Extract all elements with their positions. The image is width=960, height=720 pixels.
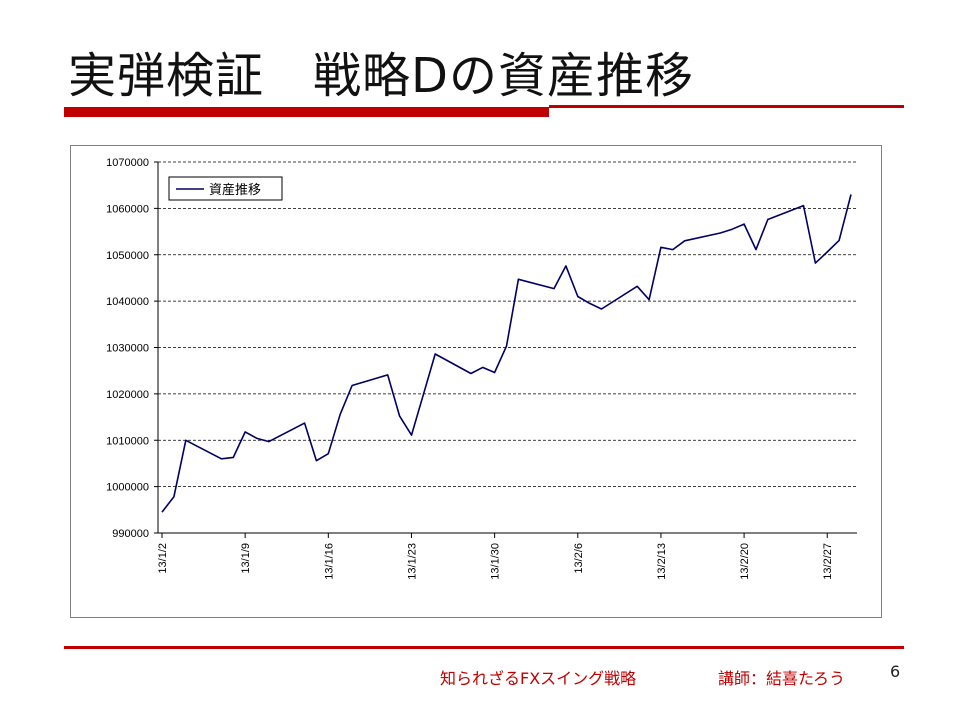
footer-course-title: 知られざるFXスイング戦略 <box>440 669 637 688</box>
asset-line-chart: 990000 1000000 1010000 1020000 1030000 104000… <box>106 157 857 580</box>
footer-divider <box>64 646 904 649</box>
y-tick-label: 1000000 <box>106 482 149 494</box>
x-tick-label: 13/2/13 <box>656 543 668 580</box>
x-tick-label: 13/2/20 <box>739 543 751 580</box>
legend-label: 資産推移 <box>209 182 261 198</box>
y-tick-label: 1060000 <box>106 203 149 215</box>
page-number: 6 <box>890 662 901 681</box>
x-tick-label: 13/2/6 <box>573 543 585 574</box>
y-tick-label: 1030000 <box>106 343 149 355</box>
y-tick-label: 1050000 <box>106 250 149 262</box>
y-tick-label: 990000 <box>112 528 149 540</box>
slide-title: 実弾検証 戦略Dの資産推移 <box>68 48 694 104</box>
x-tick-label: 13/1/30 <box>490 543 502 580</box>
x-tick-label: 13/1/23 <box>406 543 418 580</box>
y-tick-label: 1040000 <box>106 296 149 308</box>
series-line-asset <box>161 194 852 513</box>
y-tick-label: 1010000 <box>106 435 149 447</box>
title-underline-thin <box>549 105 904 108</box>
x-tick-label: 13/1/2 <box>157 543 169 574</box>
footer-instructor: 講師：結喜たろう <box>718 669 846 688</box>
title-underline-thick <box>64 107 549 117</box>
y-tick-label: 1020000 <box>106 389 149 401</box>
legend-box <box>168 176 283 201</box>
x-tick-label: 13/2/27 <box>822 543 834 580</box>
chart-frame: 990000 1000000 1010000 1020000 1030000 104000… <box>70 145 882 618</box>
x-tick-label: 13/1/16 <box>323 543 335 580</box>
y-tick-label: 1070000 <box>106 157 149 169</box>
x-tick-label: 13/1/9 <box>240 543 252 574</box>
